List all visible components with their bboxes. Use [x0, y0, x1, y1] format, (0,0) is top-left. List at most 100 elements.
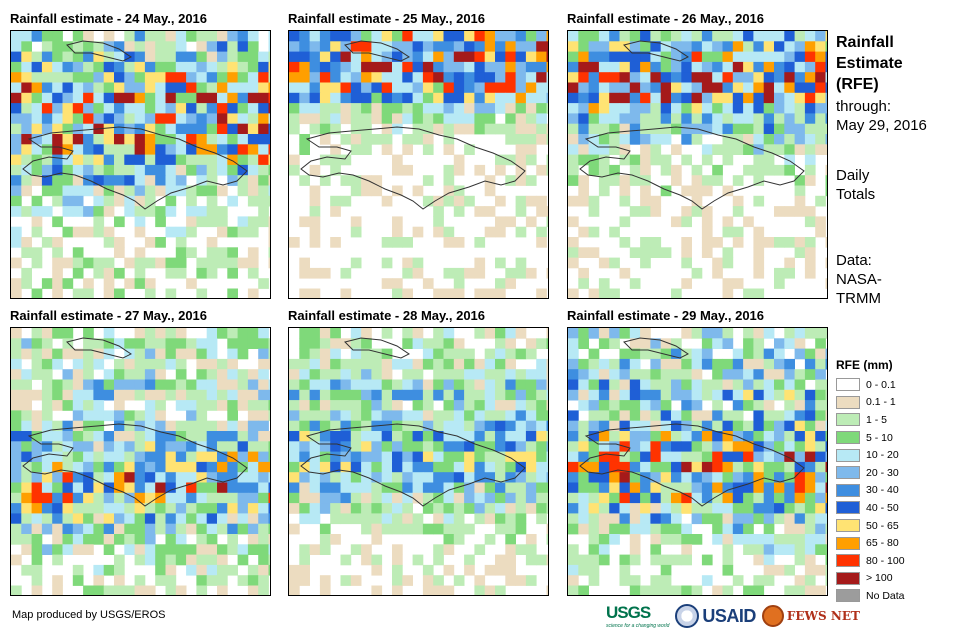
rainfall-cell [536, 472, 547, 483]
rainfall-cell [825, 237, 827, 248]
rainfall-cell [165, 482, 177, 494]
rainfall-cell [124, 461, 135, 473]
rainfall-cell [650, 51, 662, 63]
rainfall-cell [794, 82, 806, 94]
rainfall-cell [206, 389, 218, 401]
rainfall-cell [124, 451, 135, 463]
rainfall-cell [31, 492, 43, 504]
rainfall-cell [743, 441, 754, 452]
rainfall-cell [515, 410, 527, 422]
rainfall-cell [578, 134, 589, 145]
rainfall-cell [165, 451, 177, 463]
rainfall-cell [299, 389, 310, 401]
rainfall-cell [453, 288, 465, 298]
rainfall-cell [412, 358, 424, 370]
rainfall-cell [31, 358, 43, 370]
rainfall-cell [186, 195, 197, 207]
rainfall-cell [598, 51, 610, 63]
rainfall-cell [72, 41, 84, 52]
rainfall-cell [588, 472, 600, 483]
rainfall-cell [175, 441, 187, 452]
rainfall-cell [206, 237, 218, 248]
rainfall-cell [144, 554, 156, 566]
rainfall-cell [598, 123, 610, 135]
rainfall-cell [671, 72, 682, 83]
rainfall-cell [196, 420, 208, 432]
rainfall-cell [546, 338, 548, 349]
fews-wordmark: FEWS NET [786, 609, 860, 623]
rainfall-cell [815, 61, 826, 73]
rainfall-cell [340, 472, 352, 483]
rainfall-cell [196, 534, 208, 545]
rainfall-cell [640, 400, 651, 411]
rainfall-cell [165, 123, 177, 135]
rainfall-cell [412, 492, 424, 504]
rainfall-cell [443, 492, 455, 504]
rainfall-cell [103, 113, 115, 125]
rainfall-cell [340, 154, 352, 166]
rainfall-cell [309, 400, 321, 411]
rainfall-cell [381, 82, 393, 94]
rainfall-cell [722, 278, 734, 289]
rainfall-cell [804, 585, 816, 595]
rainfall-cell [732, 31, 744, 42]
rainfall-cell [825, 328, 827, 339]
rainfall-cell [753, 348, 765, 360]
rainfall-cell [206, 472, 218, 483]
rainfall-cell [268, 113, 270, 125]
rainfall-cell [299, 175, 310, 186]
rainfall-cell [701, 451, 713, 463]
rainfall-cell [237, 544, 249, 555]
rainfall-cell [650, 237, 662, 248]
rainfall-cell [165, 113, 177, 125]
rainfall-cell [62, 103, 74, 114]
rainfall-cell [568, 554, 579, 566]
rainfall-cell [412, 389, 424, 401]
rainfall-cell [31, 369, 43, 380]
rainfall-cell [588, 72, 600, 83]
rainfall-cell [598, 175, 610, 186]
rainfall-cell [114, 379, 125, 391]
rainfall-cell [763, 554, 775, 566]
rainfall-cell [21, 31, 32, 42]
rainfall-cell [41, 389, 53, 401]
rainfall-cell [41, 503, 53, 514]
rainfall-cell [629, 278, 641, 289]
rainfall-cell [588, 564, 600, 576]
rainfall-cell [568, 134, 579, 145]
rainfall-cell [309, 92, 321, 104]
rainfall-cell [515, 441, 527, 452]
rainfall-cell [578, 431, 589, 442]
rainfall-cell [268, 503, 270, 514]
rainfall-cell [640, 503, 651, 514]
rainfall-cell [381, 31, 393, 42]
hispaniola-coastline [579, 126, 805, 210]
rainfall-cell [629, 400, 641, 411]
rainfall-cell [93, 82, 105, 94]
rainfall-cell [93, 338, 105, 349]
rainfall-cell [330, 482, 341, 494]
rainfall-cell [515, 482, 527, 494]
rainfall-cell [330, 123, 341, 135]
rainfall-cell [83, 164, 94, 176]
rainfall-cell [330, 369, 341, 380]
rainfall-cell [227, 348, 238, 360]
rainfall-cell [350, 389, 362, 401]
rainfall-cell [227, 379, 238, 391]
rainfall-cell [588, 441, 600, 452]
rainfall-cell [588, 554, 600, 566]
rainfall-cell [640, 206, 651, 217]
rainfall-cell [155, 420, 166, 432]
rainfall-cell [433, 288, 444, 298]
rainfall-cell [774, 72, 785, 83]
rainfall-cell [598, 410, 610, 422]
rainfall-cell [505, 369, 516, 380]
rainfall-cell [392, 123, 403, 135]
rainfall-cell [825, 503, 827, 514]
rainfall-cell [114, 431, 125, 442]
rainfall-cell [114, 113, 125, 125]
rainfall-cell [619, 358, 631, 370]
rainfall-cell [299, 503, 310, 514]
rainfall-cell [804, 472, 816, 483]
rainfall-cell [453, 206, 465, 217]
